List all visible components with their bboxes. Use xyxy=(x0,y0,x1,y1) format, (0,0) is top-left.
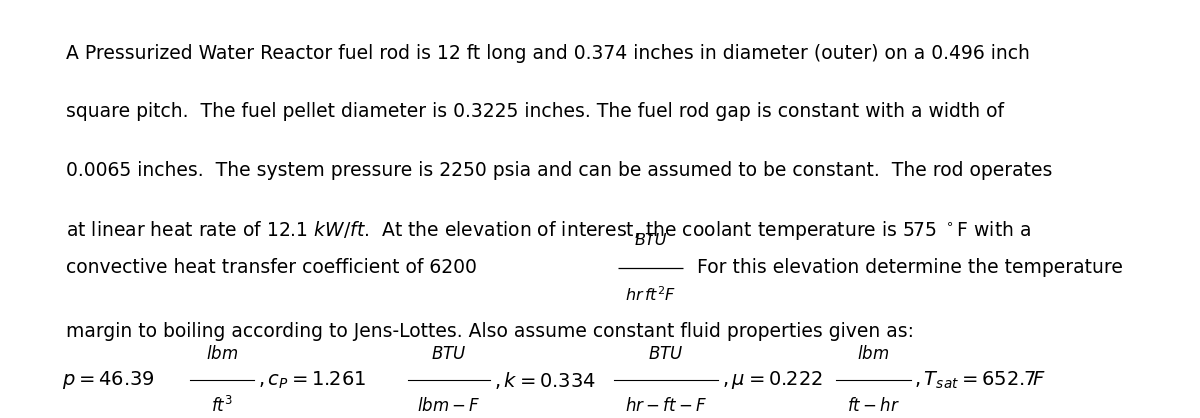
Text: $lbm$: $lbm$ xyxy=(858,345,889,364)
Text: 0.0065 inches.  The system pressure is 2250 psia and can be assumed to be consta: 0.0065 inches. The system pressure is 22… xyxy=(66,161,1052,180)
Text: at linear heat rate of 12.1 $kW/ft$.  At the elevation of interest, the coolant : at linear heat rate of 12.1 $kW/ft$. At … xyxy=(66,219,1031,242)
Text: $,\mu = 0.222$: $,\mu = 0.222$ xyxy=(722,370,823,391)
Text: square pitch.  The fuel pellet diameter is 0.3225 inches. The fuel rod gap is co: square pitch. The fuel pellet diameter i… xyxy=(66,102,1004,121)
Text: $,c_P = 1.261$: $,c_P = 1.261$ xyxy=(258,370,366,391)
Text: margin to boiling according to Jens-Lottes. Also assume constant fluid propertie: margin to boiling according to Jens-Lott… xyxy=(66,322,914,341)
Text: $ft - hr$: $ft - hr$ xyxy=(847,397,900,415)
Text: $ft^3$: $ft^3$ xyxy=(211,396,233,416)
Text: $lbm - F$: $lbm - F$ xyxy=(418,397,480,415)
Text: For this elevation determine the temperature: For this elevation determine the tempera… xyxy=(697,258,1123,277)
Text: $,k = 0.334$: $,k = 0.334$ xyxy=(494,370,596,391)
Text: convective heat transfer coefficient of 6200: convective heat transfer coefficient of … xyxy=(66,258,476,277)
Text: A Pressurized Water Reactor fuel rod is 12 ft long and 0.374 inches in diameter : A Pressurized Water Reactor fuel rod is … xyxy=(66,44,1030,63)
Text: $,T_{sat} = 652.7F$: $,T_{sat} = 652.7F$ xyxy=(914,370,1046,391)
Text: $hr - ft - F$: $hr - ft - F$ xyxy=(625,397,707,415)
Text: $lbm$: $lbm$ xyxy=(206,345,238,364)
Text: $hr\,ft^2F$: $hr\,ft^2F$ xyxy=(625,285,676,304)
Text: $p = 46.39$: $p = 46.39$ xyxy=(62,370,155,391)
Text: $BTU$: $BTU$ xyxy=(648,345,684,364)
Text: BTU: BTU xyxy=(634,233,667,248)
Text: $BTU$: $BTU$ xyxy=(431,345,467,364)
